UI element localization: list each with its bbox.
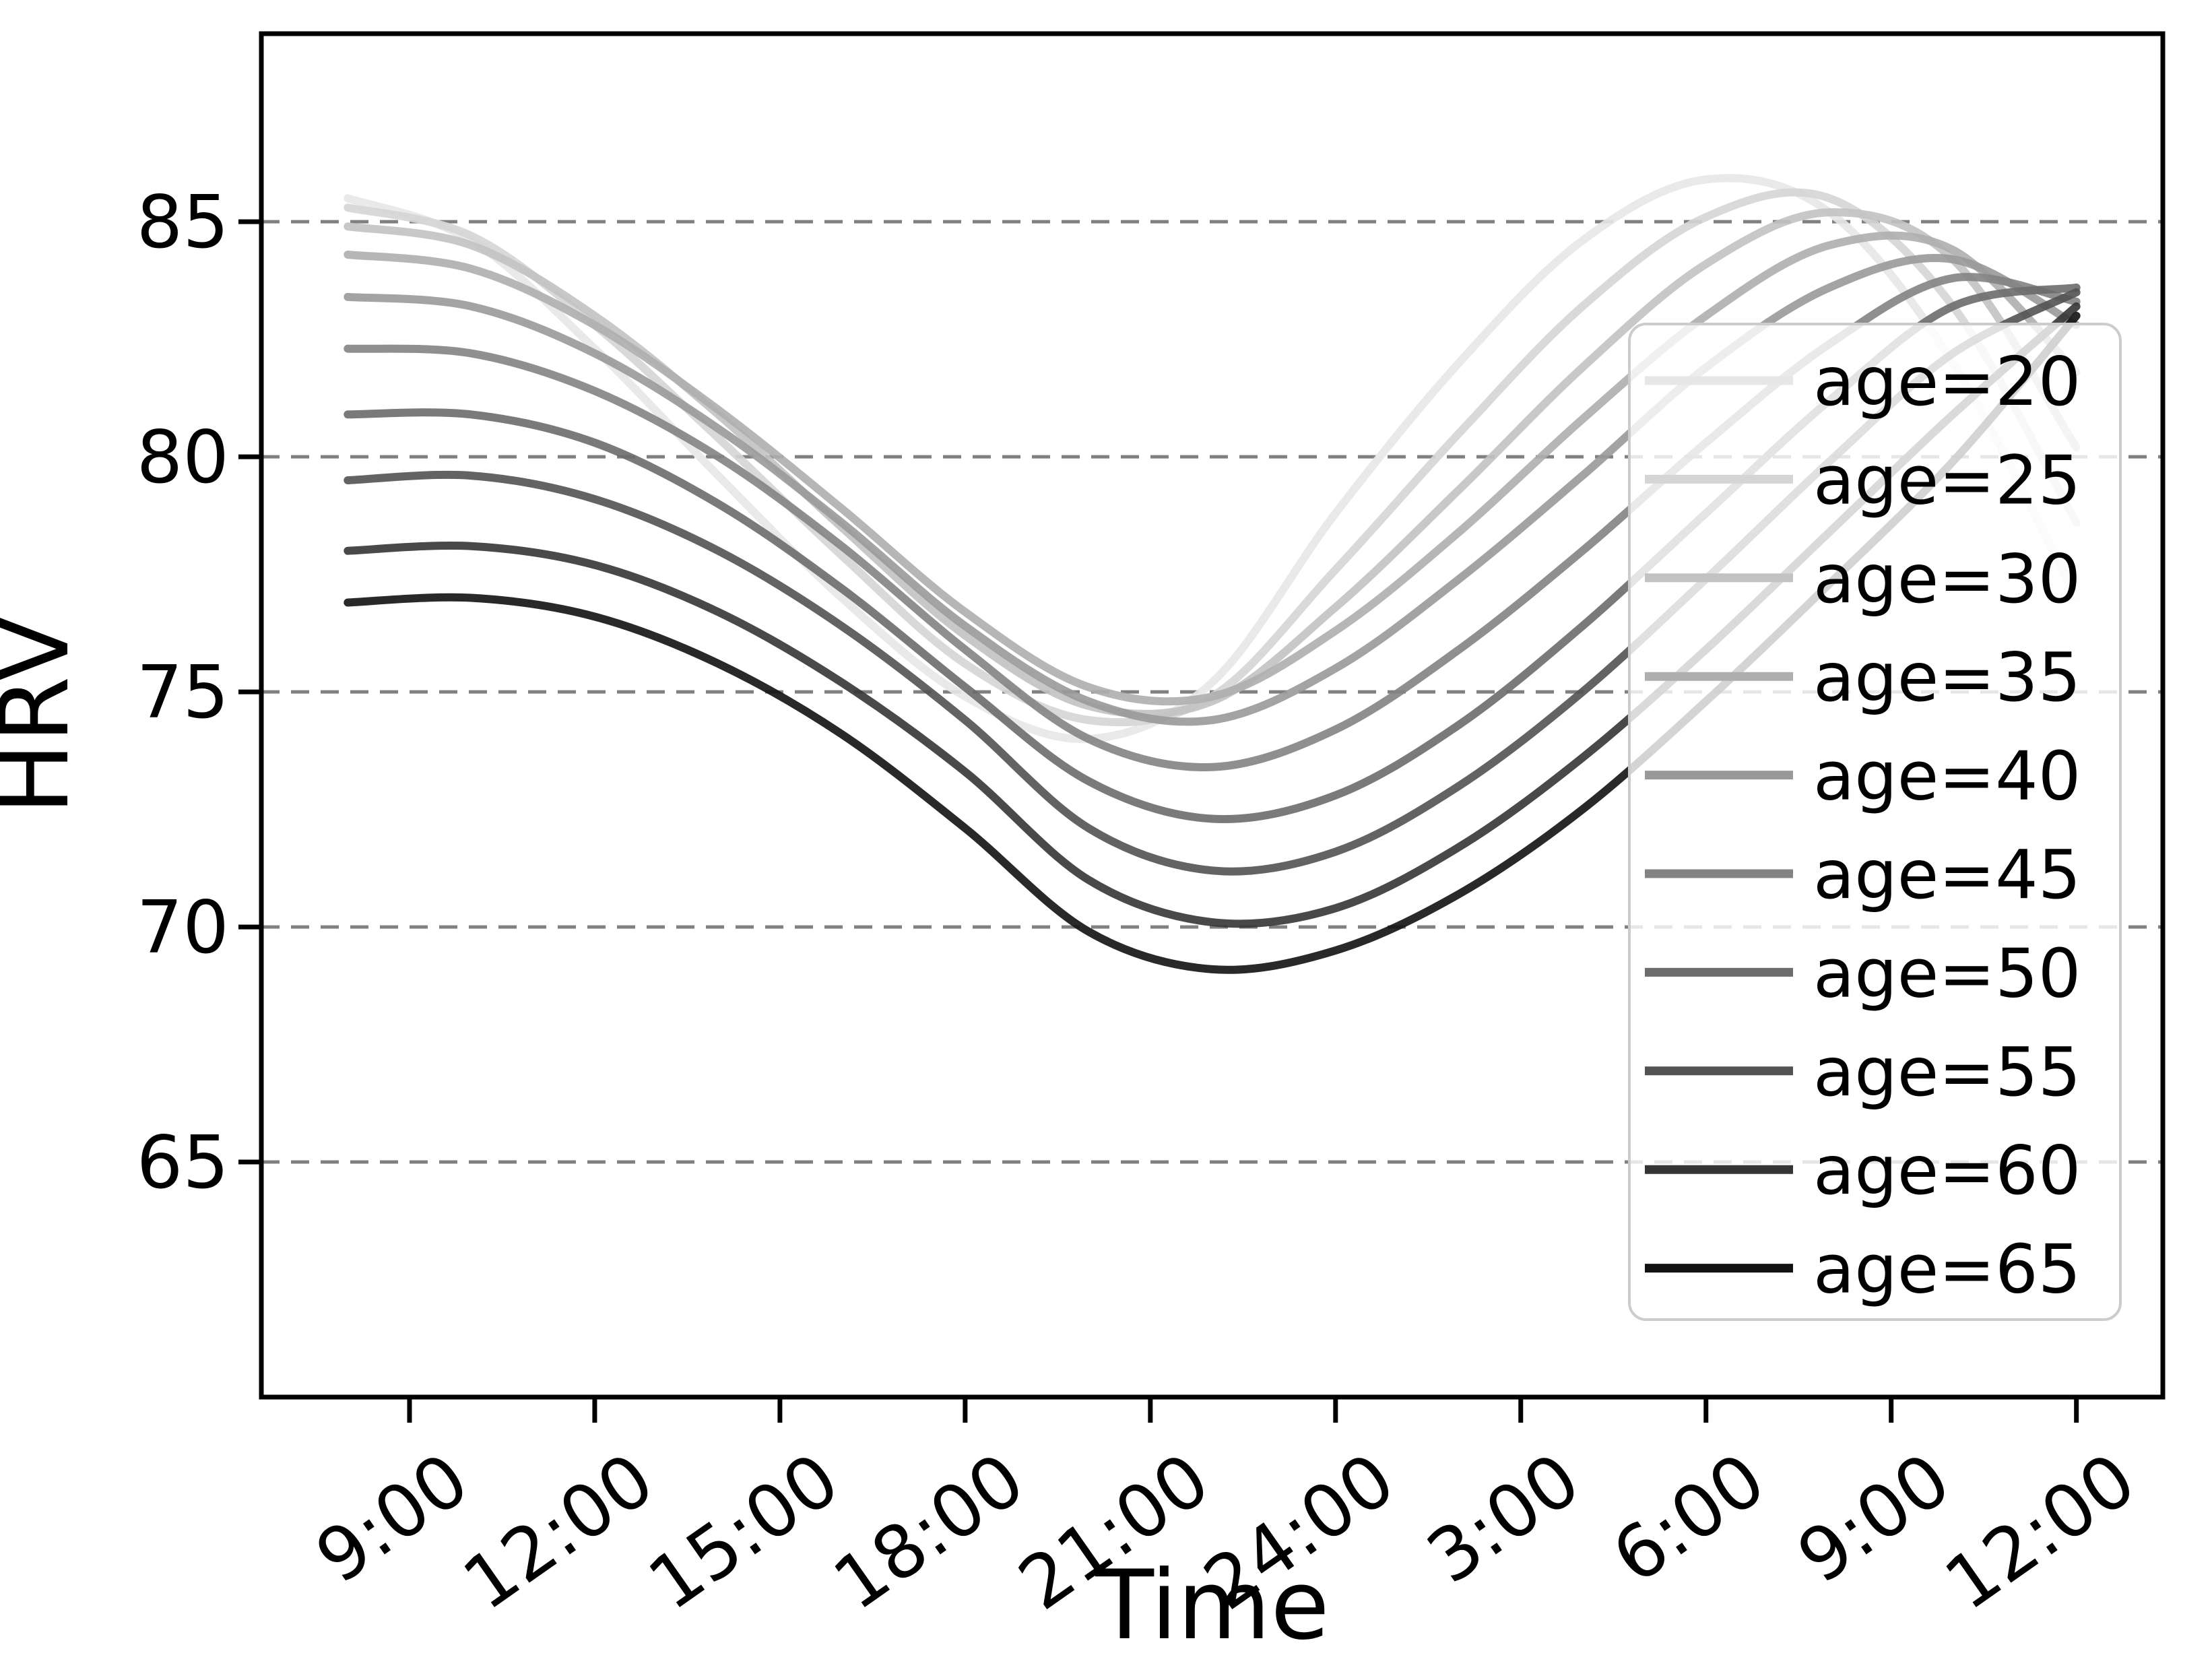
tick-marks-layer — [238, 219, 2079, 1423]
legend-item-age-65: age=65 — [1645, 1230, 2081, 1309]
axes-layer — [259, 31, 2166, 1400]
legend-item-label: age=35 — [1813, 638, 2081, 717]
legend-item-age-45: age=45 — [1645, 835, 2081, 914]
legend-item-label: age=65 — [1813, 1230, 2081, 1309]
series-line-age-40 — [344, 253, 2081, 726]
plot-border — [259, 31, 2166, 1400]
x-axis-label: Time — [1095, 1550, 1330, 1661]
legend-item-age-25: age=25 — [1645, 441, 2081, 519]
legend: age=20 age=25 age=30 age=35 age=40 age=45 age=… — [1628, 323, 2122, 1321]
legend-item-age-60: age=60 — [1645, 1131, 2081, 1210]
x-tick-label-300: 3:00 — [1412, 1437, 1594, 1601]
x-tick-label-1200: 12:00 — [1930, 1437, 2151, 1627]
legend-item-label: age=55 — [1813, 1033, 2081, 1111]
x-tick-label-1200: 12:00 — [449, 1437, 669, 1627]
y-tick-label-85: 85 — [137, 181, 229, 265]
series-line-age-25 — [344, 188, 2081, 727]
series-line-age-35 — [344, 231, 2081, 706]
x-tick-label-900: 9:00 — [302, 1437, 484, 1601]
legend-item-age-55: age=55 — [1645, 1033, 2081, 1111]
legend-item-label: age=60 — [1813, 1131, 2081, 1210]
legend-item-label: age=20 — [1813, 342, 2081, 421]
x-tick-label-1500: 15:00 — [634, 1437, 854, 1627]
legend-item-age-40: age=40 — [1645, 737, 2081, 816]
legend-item-age-50: age=50 — [1645, 934, 2081, 1012]
x-tick-label-1800: 18:00 — [819, 1437, 1039, 1627]
legend-item-label: age=30 — [1813, 540, 2081, 618]
y-axis-label: HRV — [0, 616, 90, 815]
legend-item-label: age=40 — [1813, 737, 2081, 816]
legend-item-label: age=25 — [1813, 441, 2081, 519]
y-tick-label-70: 70 — [137, 886, 229, 970]
y-tick-label-75: 75 — [137, 651, 229, 735]
y-tick-label-80: 80 — [137, 416, 229, 500]
x-tick-label-600: 6:00 — [1598, 1437, 1780, 1601]
legend-item-age-30: age=30 — [1645, 540, 2081, 618]
legend-item-age-20: age=20 — [1645, 342, 2081, 421]
legend-item-label: age=45 — [1813, 835, 2081, 914]
x-tick-label-900: 9:00 — [1783, 1437, 1965, 1601]
legend-item-age-35: age=35 — [1645, 638, 2081, 717]
y-tick-label-65: 65 — [137, 1121, 229, 1205]
legend-item-label: age=50 — [1813, 934, 2081, 1012]
